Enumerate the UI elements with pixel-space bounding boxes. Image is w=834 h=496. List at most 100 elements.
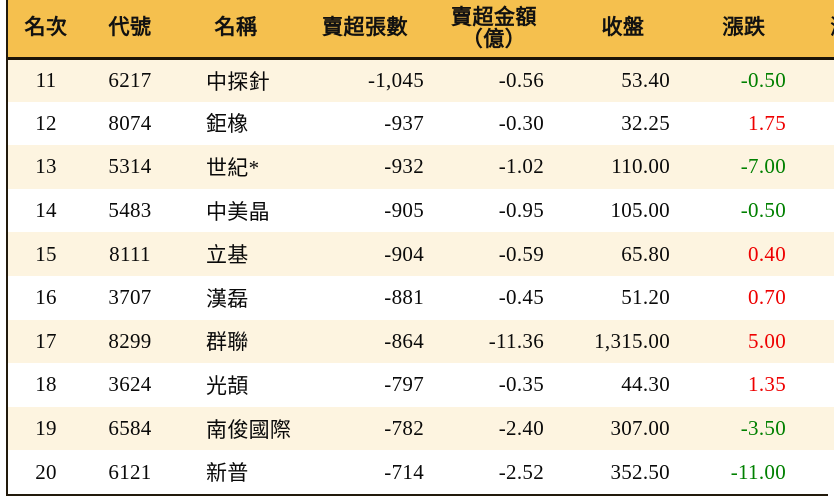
cell-amount: -0.45 [498, 285, 544, 310]
cell-rank: 13 [35, 154, 57, 179]
column-header-name: 名稱 [176, 0, 296, 60]
cell-pct: -1.13% [796, 407, 834, 451]
column-header-amount: 賣超金額 （億） [434, 0, 554, 60]
cell-close: 352.50 [610, 459, 670, 484]
cell-code: 5483 [108, 198, 152, 223]
column-header-close: 收盤 [554, 0, 692, 60]
cell-close: 53.40 [621, 68, 670, 93]
cell-amount: -0.35 [498, 372, 544, 397]
cell-amount: -2.52 [498, 459, 544, 484]
cell-lots: -864 [384, 328, 424, 353]
cell-code: 6121 [108, 459, 152, 484]
cell-close: 44.30 [621, 372, 670, 397]
cell-pct: -5.98% [796, 145, 834, 189]
cell-name: 光頡 [206, 373, 249, 398]
cell-name: 立基 [206, 243, 249, 268]
cell-rank: 15 [35, 241, 57, 266]
cell-change: -11.00 [730, 459, 786, 484]
cell-amount: -2.40 [498, 416, 544, 441]
column-header-pct: 漲幅 [796, 0, 834, 60]
cell-pct: 3.14% [796, 363, 834, 407]
cell-lots: -937 [384, 110, 424, 135]
cell-name: 群聯 [206, 330, 249, 355]
cell-close: 65.80 [621, 241, 670, 266]
cell-name: 漢磊 [206, 286, 249, 311]
cell-amount: -0.95 [498, 198, 544, 223]
cell-amount: -0.59 [498, 241, 544, 266]
cell-name: 中探針 [206, 69, 270, 94]
cell-close: 32.25 [621, 110, 670, 135]
cell-code: 3707 [108, 285, 152, 310]
column-header-rank: 名次 [8, 0, 84, 60]
cell-lots: -797 [384, 372, 424, 397]
cell-rank: 19 [35, 416, 57, 441]
table-header: 名次 代號 名稱 賣超張數 賣超金額 （億） 收盤 漲跌 漲幅 連賣天數 [8, 0, 834, 60]
cell-change: -0.50 [740, 198, 786, 223]
cell-close: 1,315.00 [594, 328, 670, 353]
cell-amount: -11.36 [488, 328, 544, 353]
cell-pct: -0.93% [796, 58, 834, 102]
cell-amount: -0.30 [498, 110, 544, 135]
cell-change: 0.70 [748, 285, 786, 310]
cell-name: 中美晶 [206, 199, 270, 224]
cell-code: 3624 [108, 372, 152, 397]
cell-rank: 20 [35, 459, 57, 484]
ranking-table: 名次 代號 名稱 賣超張數 賣超金額 （億） 收盤 漲跌 漲幅 連賣天數 11 6… [8, 0, 834, 494]
cell-amount: -0.56 [498, 68, 544, 93]
cell-pct: 0.38% [796, 320, 834, 364]
cell-change: 0.40 [748, 241, 786, 266]
header-row: 名次 代號 名稱 賣超張數 賣超金額 （億） 收盤 漲跌 漲幅 連賣天數 [8, 0, 834, 60]
cell-lots: -904 [384, 241, 424, 266]
cell-code: 8074 [108, 110, 152, 135]
cell-rank: 17 [35, 328, 57, 353]
cell-name: 新普 [206, 461, 249, 486]
cell-name: 鉅橡 [206, 112, 249, 137]
cell-lots: -1,045 [367, 68, 424, 93]
cell-name: 南俊國際 [206, 417, 292, 442]
cell-close: 307.00 [610, 416, 670, 441]
cell-pct: -3.03% [796, 450, 834, 494]
cell-change: -7.00 [740, 154, 786, 179]
cell-lots: -782 [384, 416, 424, 441]
cell-change: -3.50 [740, 416, 786, 441]
cell-change: 1.35 [748, 372, 786, 397]
cell-code: 8111 [109, 241, 151, 266]
cell-pct: -0.47% [796, 189, 834, 233]
cell-code: 6584 [108, 416, 152, 441]
cell-close: 51.20 [621, 285, 670, 310]
cell-pct: 5.74% [796, 102, 834, 146]
cell-rank: 14 [35, 198, 57, 223]
column-header-amount-stack: 賣超金額 （億） [444, 6, 544, 50]
cell-lots: -932 [384, 154, 424, 179]
cell-close: 110.00 [611, 154, 670, 179]
cell-code: 5314 [108, 154, 152, 179]
cell-rank: 11 [35, 68, 57, 93]
cell-pct: 1.39% [796, 276, 834, 320]
column-header-amount-line1: 賣超金額 [451, 5, 537, 30]
cell-name: 世紀* [206, 155, 260, 180]
column-header-change: 漲跌 [692, 0, 796, 60]
cell-code: 8299 [108, 328, 152, 353]
cell-change: 1.75 [748, 110, 786, 135]
cell-rank: 12 [35, 110, 57, 135]
column-header-amount-line2: （億） [461, 27, 527, 52]
cell-close: 105.00 [610, 198, 670, 223]
cell-rank: 18 [35, 372, 57, 397]
cell-lots: -905 [384, 198, 424, 223]
ranking-table-container: 名次 代號 名稱 賣超張數 賣超金額 （億） 收盤 漲跌 漲幅 連賣天數 11 6… [6, 0, 834, 496]
cell-amount: -1.02 [498, 154, 544, 179]
cell-lots: -881 [384, 285, 424, 310]
cell-code: 6217 [108, 68, 152, 93]
column-header-code: 代號 [84, 0, 176, 60]
